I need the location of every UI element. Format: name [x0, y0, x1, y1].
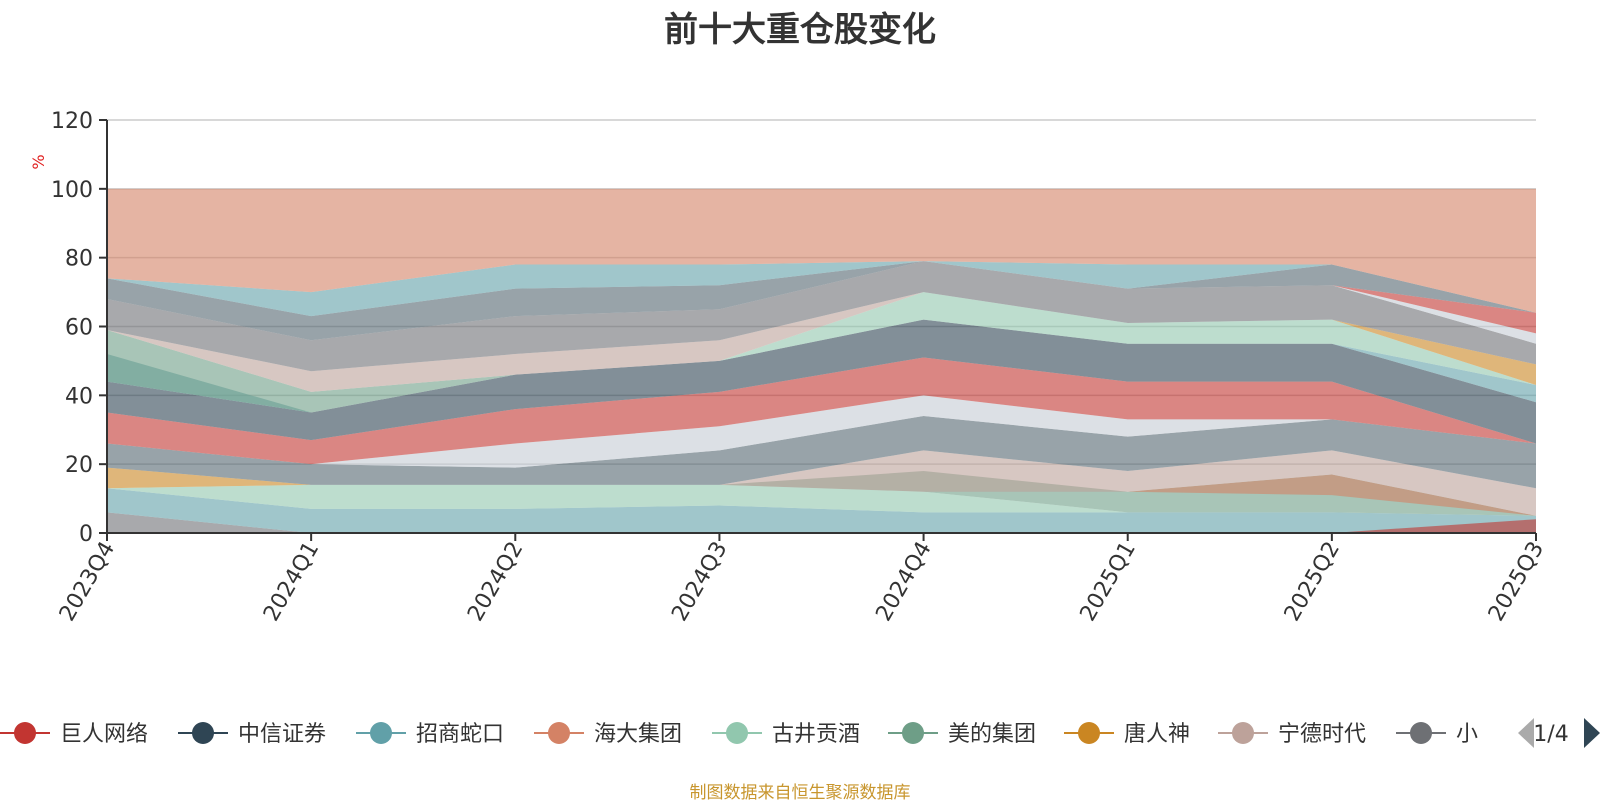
legend-item[interactable]: 小 — [1396, 722, 1478, 747]
legend-label: 小 — [1456, 722, 1478, 747]
y-tick-label: 40 — [65, 384, 93, 409]
legend-item[interactable]: 宁德时代 — [1218, 722, 1366, 747]
y-tick-label: 100 — [51, 178, 93, 203]
legend-item[interactable]: 中信证券 — [178, 722, 326, 747]
x-tick-label: 2024Q3 — [667, 538, 732, 626]
area-band-0[interactable] — [107, 512, 1536, 533]
legend-marker — [1078, 722, 1100, 744]
legend-item[interactable]: 巨人网络 — [0, 722, 148, 747]
x-tick-label: 2023Q4 — [55, 538, 120, 626]
area-band-11[interactable] — [107, 319, 1536, 444]
area-band-5[interactable] — [107, 519, 1536, 533]
legend-label: 古井贡酒 — [772, 722, 860, 747]
legend-item[interactable]: 古井贡酒 — [712, 722, 860, 747]
chart-title: 前十大重仓股变化 — [664, 10, 936, 50]
area-band-17[interactable] — [107, 261, 1536, 372]
legend-page-indicator: 1/4 — [1533, 722, 1568, 747]
legend-label: 招商蛇口 — [416, 722, 504, 747]
area-band-14[interactable] — [107, 292, 1536, 392]
x-tick-label: 2025Q2 — [1280, 538, 1345, 626]
legend-item[interactable]: 招商蛇口 — [356, 722, 504, 747]
y-tick-label: 120 — [51, 109, 93, 134]
legend-item[interactable]: 美的集团 — [888, 722, 1036, 747]
y-tick-label: 60 — [65, 316, 93, 341]
x-tick-label: 2024Q1 — [259, 538, 324, 626]
area-band-21[interactable] — [107, 261, 1536, 317]
y-tick-label: 80 — [65, 247, 93, 272]
area-band-10[interactable] — [107, 357, 1536, 465]
area-band-9[interactable] — [107, 395, 1536, 468]
x-tick-label: 2024Q2 — [463, 538, 528, 626]
legend-prev-icon[interactable] — [1518, 718, 1534, 748]
legend-label: 巨人网络 — [60, 722, 148, 747]
source-note: 制图数据来自恒生聚源数据库 — [689, 783, 911, 803]
legend-label: 唐人神 — [1124, 722, 1190, 747]
area-band-22[interactable] — [107, 188, 1536, 313]
legend-label: 海大集团 — [594, 722, 682, 747]
legend-marker — [902, 722, 924, 744]
x-tick-label: 2025Q3 — [1484, 538, 1549, 626]
legend-marker — [548, 722, 570, 744]
legend: 巨人网络 中信证券 招商蛇口 海大集团 古井贡酒 美的集团 唐人神 宁德时代 小 1/4 — [0, 718, 1600, 748]
legend-label: 美的集团 — [948, 722, 1036, 747]
area-bands — [107, 188, 1536, 533]
area-band-1[interactable] — [107, 488, 1536, 533]
area-band-16[interactable] — [107, 292, 1536, 392]
legend-marker — [14, 722, 36, 744]
area-band-3[interactable] — [107, 471, 1536, 516]
area-band-13[interactable] — [107, 319, 1536, 413]
x-tick-label: 2024Q4 — [871, 538, 936, 626]
legend-marker — [1232, 722, 1254, 744]
area-band-7[interactable] — [107, 450, 1536, 516]
area-band-2[interactable] — [107, 484, 1536, 516]
legend-marker — [370, 722, 392, 744]
y-tick-label: 0 — [79, 522, 93, 547]
y-tick-label: 20 — [65, 453, 93, 478]
legend-marker — [726, 722, 748, 744]
y-axis-unit: % — [29, 154, 48, 169]
legend-marker — [1410, 722, 1432, 744]
area-band-8[interactable] — [107, 415, 1536, 489]
legend-label: 宁德时代 — [1278, 722, 1366, 747]
legend-label: 中信证券 — [238, 722, 326, 747]
area-band-4[interactable] — [107, 471, 1536, 516]
legend-item[interactable]: 唐人神 — [1064, 722, 1190, 747]
area-band-20[interactable] — [107, 261, 1536, 341]
legend-item[interactable]: 海大集团 — [534, 722, 682, 747]
x-tick-label: 2025Q1 — [1076, 538, 1141, 626]
legend-marker — [192, 722, 214, 744]
legend-next-icon[interactable] — [1584, 718, 1600, 748]
